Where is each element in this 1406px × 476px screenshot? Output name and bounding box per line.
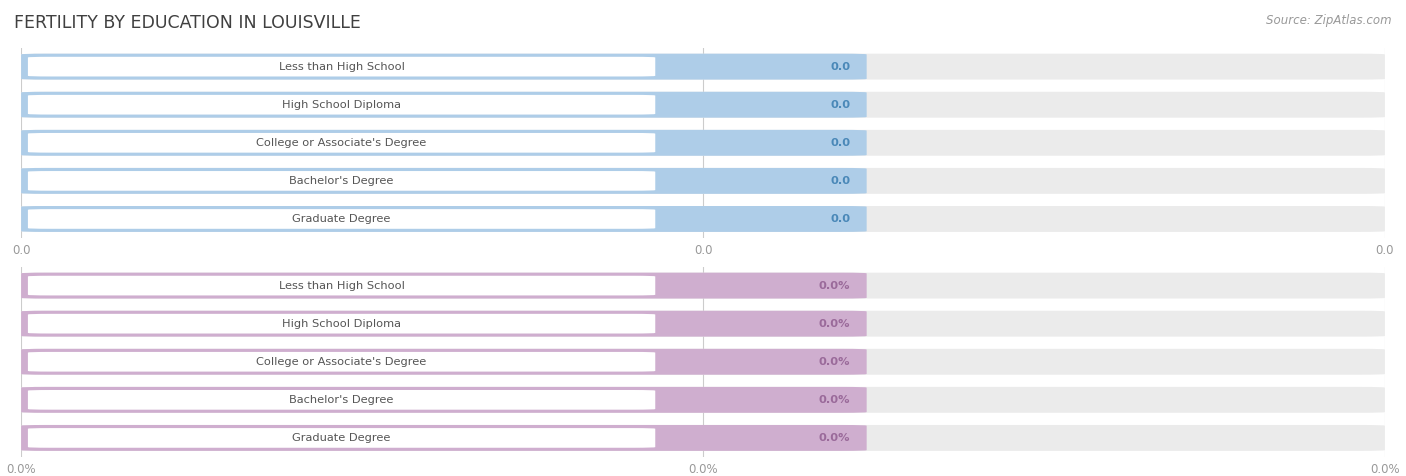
Text: 0.0: 0.0 bbox=[830, 61, 851, 72]
Text: Less than High School: Less than High School bbox=[278, 280, 405, 291]
Text: 0.0%: 0.0% bbox=[818, 395, 851, 405]
Text: Bachelor's Degree: Bachelor's Degree bbox=[290, 395, 394, 405]
FancyBboxPatch shape bbox=[28, 276, 655, 296]
FancyBboxPatch shape bbox=[21, 206, 866, 232]
Text: 0.0%: 0.0% bbox=[818, 280, 851, 291]
Text: High School Diploma: High School Diploma bbox=[283, 318, 401, 329]
FancyBboxPatch shape bbox=[21, 130, 866, 156]
FancyBboxPatch shape bbox=[21, 273, 1385, 298]
Text: 0.0: 0.0 bbox=[830, 99, 851, 110]
FancyBboxPatch shape bbox=[21, 92, 1385, 118]
Text: Graduate Degree: Graduate Degree bbox=[292, 214, 391, 224]
FancyBboxPatch shape bbox=[21, 425, 866, 451]
FancyBboxPatch shape bbox=[28, 209, 655, 229]
FancyBboxPatch shape bbox=[21, 130, 1385, 156]
FancyBboxPatch shape bbox=[21, 206, 1385, 232]
Text: High School Diploma: High School Diploma bbox=[283, 99, 401, 110]
FancyBboxPatch shape bbox=[21, 273, 866, 298]
Text: 0.0%: 0.0% bbox=[818, 318, 851, 329]
Text: 0.0: 0.0 bbox=[830, 176, 851, 186]
Text: 0.0: 0.0 bbox=[830, 138, 851, 148]
Text: Graduate Degree: Graduate Degree bbox=[292, 433, 391, 443]
FancyBboxPatch shape bbox=[28, 95, 655, 115]
Text: 0.0%: 0.0% bbox=[818, 357, 851, 367]
FancyBboxPatch shape bbox=[21, 311, 866, 337]
Text: FERTILITY BY EDUCATION IN LOUISVILLE: FERTILITY BY EDUCATION IN LOUISVILLE bbox=[14, 14, 361, 32]
FancyBboxPatch shape bbox=[21, 168, 1385, 194]
Text: 0.0: 0.0 bbox=[830, 214, 851, 224]
FancyBboxPatch shape bbox=[28, 352, 655, 372]
FancyBboxPatch shape bbox=[21, 387, 1385, 413]
FancyBboxPatch shape bbox=[21, 54, 866, 79]
FancyBboxPatch shape bbox=[28, 171, 655, 191]
FancyBboxPatch shape bbox=[28, 57, 655, 77]
FancyBboxPatch shape bbox=[21, 92, 866, 118]
Text: Bachelor's Degree: Bachelor's Degree bbox=[290, 176, 394, 186]
FancyBboxPatch shape bbox=[21, 54, 1385, 79]
FancyBboxPatch shape bbox=[21, 349, 866, 375]
Text: Less than High School: Less than High School bbox=[278, 61, 405, 72]
FancyBboxPatch shape bbox=[28, 314, 655, 334]
FancyBboxPatch shape bbox=[21, 349, 1385, 375]
Text: Source: ZipAtlas.com: Source: ZipAtlas.com bbox=[1267, 14, 1392, 27]
FancyBboxPatch shape bbox=[21, 311, 1385, 337]
Text: College or Associate's Degree: College or Associate's Degree bbox=[256, 138, 426, 148]
FancyBboxPatch shape bbox=[21, 168, 866, 194]
Text: College or Associate's Degree: College or Associate's Degree bbox=[256, 357, 426, 367]
FancyBboxPatch shape bbox=[21, 387, 866, 413]
Text: 0.0%: 0.0% bbox=[818, 433, 851, 443]
FancyBboxPatch shape bbox=[28, 133, 655, 153]
FancyBboxPatch shape bbox=[28, 428, 655, 448]
FancyBboxPatch shape bbox=[21, 425, 1385, 451]
FancyBboxPatch shape bbox=[28, 390, 655, 410]
